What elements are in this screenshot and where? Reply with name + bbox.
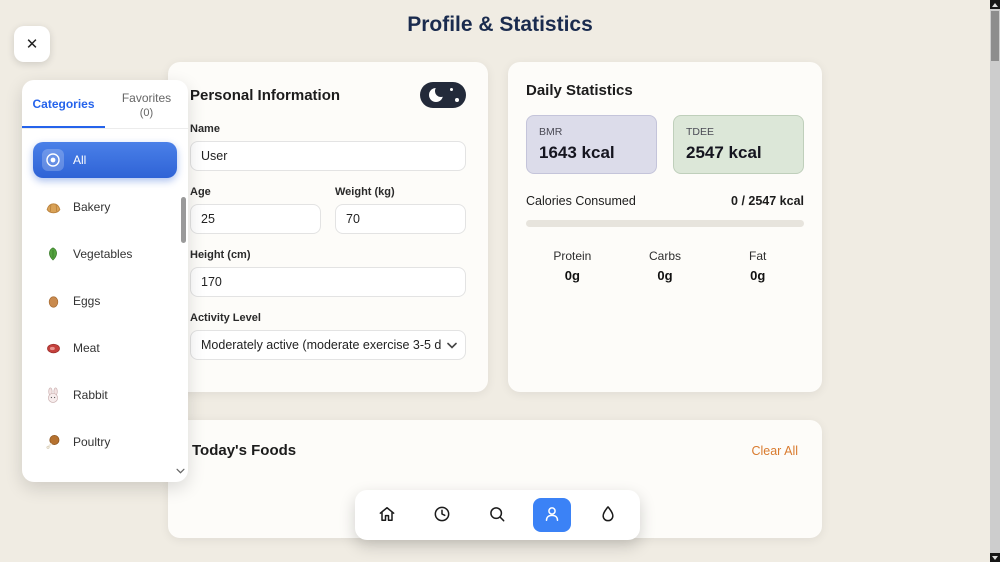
clear-all-button[interactable]: Clear All xyxy=(751,443,798,458)
tdee-label: TDEE xyxy=(686,126,715,138)
category-label: Bakery xyxy=(73,200,111,214)
scroll-down-icon[interactable] xyxy=(174,465,186,477)
scrollbar-down-arrow-icon[interactable] xyxy=(990,553,1000,562)
activity-label: Activity Level xyxy=(190,312,261,324)
categories-list: All Bakery Vegetables Eggs Meat xyxy=(22,129,188,482)
star-dot-icon xyxy=(455,98,459,102)
categories-tab-bar: Categories Favorites (0) xyxy=(22,80,188,129)
bakery-icon xyxy=(42,196,64,218)
age-label: Age xyxy=(190,186,211,198)
close-button[interactable]: ✕ xyxy=(14,26,50,62)
favorites-tab-label: Favorites xyxy=(121,91,172,105)
water-drop-icon xyxy=(598,504,618,527)
daily-statistics-card: Daily Statistics BMR 1643 kcal TDEE 2547… xyxy=(508,62,822,392)
activity-selected-value: Moderately active (moderate exercise 3-5… xyxy=(201,338,441,352)
height-input[interactable] xyxy=(190,267,466,297)
fat-label: Fat xyxy=(749,249,767,263)
height-field-group: Height (cm) xyxy=(190,249,466,297)
name-field-group: Name xyxy=(190,123,466,171)
profile-icon xyxy=(542,504,562,527)
moon-icon xyxy=(429,85,447,102)
search-icon xyxy=(487,504,507,527)
nav-history-button[interactable] xyxy=(424,498,460,532)
bmr-stat-box: BMR 1643 kcal xyxy=(526,115,657,174)
scrollbar-thumb[interactable] xyxy=(991,11,999,61)
rabbit-icon xyxy=(42,384,64,406)
category-label: Meat xyxy=(73,341,100,355)
category-label: All xyxy=(73,153,87,167)
dark-mode-toggle[interactable] xyxy=(420,82,466,108)
activity-field-group: Activity Level Moderately active (modera… xyxy=(190,312,466,360)
height-label: Height (cm) xyxy=(190,249,251,261)
category-label: Poultry xyxy=(73,435,111,449)
calories-consumed-value: 0 / 2547 kcal xyxy=(731,194,804,208)
nav-home-button[interactable] xyxy=(369,498,405,532)
category-label: Eggs xyxy=(73,294,101,308)
scrollbar-up-arrow-icon[interactable] xyxy=(990,0,1000,9)
close-icon: ✕ xyxy=(25,36,39,53)
fat-macro: Fat 0g xyxy=(711,249,804,283)
vegetables-icon xyxy=(42,243,64,265)
nav-profile-button[interactable] xyxy=(533,498,572,532)
tab-favorites[interactable]: Favorites (0) xyxy=(105,80,188,128)
clock-icon xyxy=(432,504,452,527)
tdee-value: 2547 kcal xyxy=(686,143,762,162)
bottom-nav-bar xyxy=(355,490,640,540)
protein-value: 0g xyxy=(564,268,580,283)
carbs-value: 0g xyxy=(657,268,673,283)
nav-search-button[interactable] xyxy=(479,498,515,532)
categories-scrollbar-thumb[interactable] xyxy=(181,197,186,243)
nav-water-button[interactable] xyxy=(590,498,626,532)
protein-macro: Protein 0g xyxy=(526,249,619,283)
weight-label: Weight (kg) xyxy=(335,186,395,198)
eggs-icon xyxy=(42,290,64,312)
category-item-vegetables[interactable]: Vegetables xyxy=(33,236,177,272)
age-field-group: Age xyxy=(190,186,321,234)
fat-value: 0g xyxy=(750,268,766,283)
name-input[interactable] xyxy=(190,141,466,171)
bmr-label: BMR xyxy=(539,126,563,138)
page-title: Profile & Statistics xyxy=(407,13,593,36)
daily-statistics-title: Daily Statistics xyxy=(526,82,633,99)
home-icon xyxy=(377,504,397,527)
carbs-label: Carbs xyxy=(649,249,682,263)
category-label: Vegetables xyxy=(73,247,133,261)
calories-progress-bar xyxy=(526,220,804,227)
bmr-value: 1643 kcal xyxy=(539,143,615,162)
chevron-down-icon xyxy=(447,338,457,352)
categories-panel: Categories Favorites (0) All Bakery Vege… xyxy=(22,80,188,482)
category-item-meat[interactable]: Meat xyxy=(33,330,177,366)
calories-consumed-label: Calories Consumed xyxy=(526,194,636,208)
favorites-count: (0) xyxy=(139,107,154,119)
category-item-all[interactable]: All xyxy=(33,142,177,178)
tab-categories[interactable]: Categories xyxy=(22,80,105,128)
weight-field-group: Weight (kg) xyxy=(335,186,466,234)
activity-level-select[interactable]: Moderately active (moderate exercise 3-5… xyxy=(190,330,466,360)
category-item-poultry[interactable]: Poultry xyxy=(33,424,177,460)
personal-info-card: Personal Information Name Age Weight (kg… xyxy=(168,62,488,392)
age-input[interactable] xyxy=(190,204,321,234)
category-item-eggs[interactable]: Eggs xyxy=(33,283,177,319)
category-label: Rabbit xyxy=(73,388,108,402)
personal-info-title: Personal Information xyxy=(190,86,341,104)
name-label: Name xyxy=(190,123,220,135)
weight-input[interactable] xyxy=(335,204,466,234)
meat-icon xyxy=(42,337,64,359)
category-item-rabbit[interactable]: Rabbit xyxy=(33,377,177,413)
window-scrollbar[interactable] xyxy=(990,0,1000,562)
tdee-stat-box: TDEE 2547 kcal xyxy=(673,115,804,174)
protein-label: Protein xyxy=(553,249,592,263)
star-dot-icon xyxy=(450,88,453,91)
category-item-bakery[interactable]: Bakery xyxy=(33,189,177,225)
todays-foods-title: Today's Foods xyxy=(192,442,297,459)
carbs-macro: Carbs 0g xyxy=(619,249,712,283)
poultry-icon xyxy=(42,431,64,453)
all-categories-icon xyxy=(42,149,64,171)
personal-info-header: Personal Information xyxy=(190,82,466,108)
